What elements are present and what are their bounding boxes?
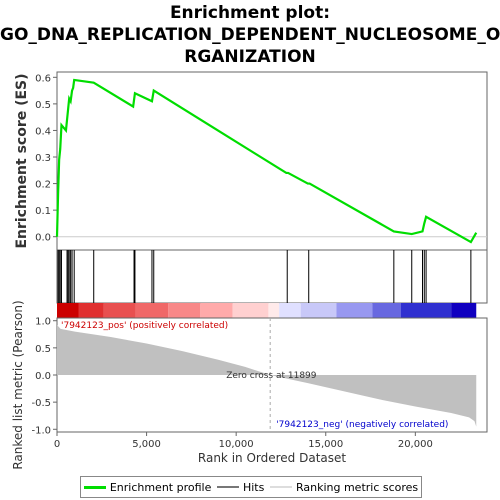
rank-color-segment [103, 303, 136, 318]
es-panel-frame [56, 71, 488, 251]
neg-correlated-label: '7942123_neg' (negatively correlated) [276, 420, 448, 430]
legend-swatch-hits [216, 486, 239, 488]
metric-ytick-label: 0.0 [35, 371, 51, 382]
rank-color-segment [300, 303, 337, 318]
pos-correlated-label: '7942123_pos' (positively correlated) [61, 321, 228, 331]
legend-item-hits: Hits [216, 480, 265, 494]
metric-xtick-label: 15,000 [308, 439, 343, 450]
rank-color-segment [336, 303, 373, 318]
title-line-2: GO_DNA_REPLICATION_DEPENDENT_NUCLEOSOME_… [0, 25, 500, 45]
rank-color-segment [200, 303, 233, 318]
es-ytick-label: 0.1 [35, 206, 51, 217]
es-ytick-label: 0.4 [35, 126, 51, 137]
rank-color-segment [135, 303, 169, 318]
rank-color-segment [168, 303, 201, 318]
metric-ytick-label: 0.5 [35, 344, 51, 355]
es-ytick-label: 0.0 [35, 233, 51, 244]
legend-swatch-enrichment [83, 485, 106, 489]
hits-panel-frame [56, 249, 488, 304]
es-ytick-label: 0.3 [35, 153, 51, 164]
enrichment-profile-line [55, 78, 478, 244]
legend-item-enrichment: Enrichment profile [83, 480, 212, 494]
metric-xlabel: Rank in Ordered Dataset [198, 451, 346, 465]
rank-color-segment [78, 303, 104, 318]
chart-title: Enrichment plot: GO_DNA_REPLICATION_DEPE… [0, 2, 500, 68]
rank-color-segment [401, 303, 452, 318]
es-ytick-label: 0.2 [35, 180, 51, 191]
title-line-1: Enrichment plot: [169, 3, 331, 23]
metric-ylabel: Ranked list metric (Pearson) [11, 300, 25, 469]
rank-color-segment [451, 303, 477, 318]
metric-xtick-label: 5,000 [132, 439, 161, 450]
metric-xtick-label: 20,000 [398, 439, 433, 450]
legend-label-ranking: Ranking metric scores [295, 480, 419, 494]
metric-xtick-label: 0 [54, 439, 60, 450]
ranking-metric-area [57, 325, 477, 427]
zero-cross-label: Zero cross at 11899 [226, 371, 317, 381]
metric-ytick-label: -1.0 [31, 425, 51, 436]
rank-color-segment [232, 303, 269, 318]
rank-color-segment [268, 303, 280, 318]
enrichment-plot-svg: 0.0 0.1 0.2 0.3 0.4 0.5 0.6 Enrichment score (E… [11, 71, 488, 470]
legend: Enrichment profile Hits Ranking metric s… [80, 476, 422, 498]
es-ytick-label: 0.5 [35, 100, 51, 111]
es-ylabel: Enrichment score (ES) [14, 73, 30, 248]
rank-color-segment [279, 303, 301, 318]
metric-ytick-label: -0.5 [31, 398, 51, 409]
metric-xtick-label: 10,000 [219, 439, 254, 450]
legend-label-enrichment: Enrichment profile [109, 480, 212, 494]
legend-item-ranking: Ranking metric scores [269, 480, 419, 494]
metric-ytick-label: 1.0 [35, 317, 51, 328]
legend-label-hits: Hits [242, 480, 265, 494]
legend-swatch-ranking [269, 486, 292, 488]
es-ytick-label: 0.6 [35, 73, 51, 84]
title-line-3: RGANIZATION [184, 47, 316, 67]
rank-color-segment [372, 303, 401, 318]
rank-color-segment [57, 303, 79, 318]
